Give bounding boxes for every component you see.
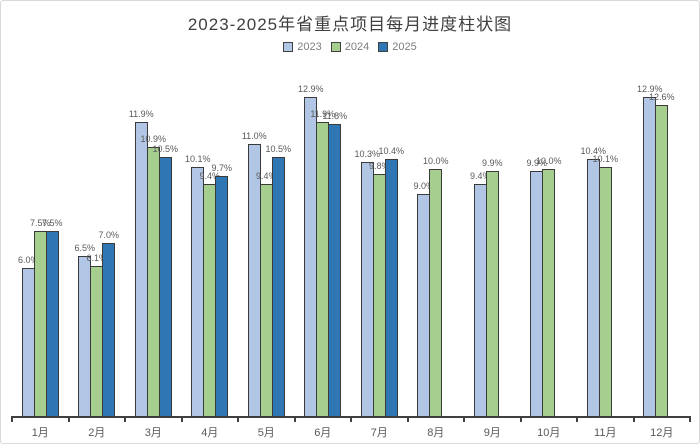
bar-2024-8月 — [429, 169, 443, 417]
data-label-2023-2月: 6.5% — [74, 242, 96, 253]
bar-2025-3月 — [158, 156, 172, 417]
axis-tick — [237, 418, 239, 422]
legend-label: 2023 — [297, 41, 322, 53]
axis-tick — [632, 418, 635, 422]
legend-swatch-2025 — [378, 42, 389, 52]
x-axis-label-11月: 11月 — [594, 427, 617, 439]
axis-tick — [689, 418, 691, 422]
x-axis-label-1月: 1月 — [31, 427, 49, 439]
data-label-2024-11月: 10.1% — [592, 153, 619, 164]
x-axis-label-12月: 12月 — [650, 427, 674, 439]
data-label-2025-2月: 7.0% — [98, 230, 120, 241]
data-label-2024-6月: 11.9% — [310, 108, 336, 119]
data-label-2025-5月: 10.5% — [265, 143, 292, 154]
axis-tick — [124, 418, 126, 422]
legend-label: 2024 — [344, 41, 370, 53]
x-axis-line — [11, 416, 691, 418]
legend-item-2023: 2023 — [283, 41, 322, 53]
bar-group-5月: 11.0% 9.4% 10.5% — [238, 65, 295, 417]
x-axis-label-8月: 8月 — [427, 427, 445, 439]
bar-2024-10月 — [542, 169, 556, 417]
axis-tick — [350, 418, 352, 422]
data-label-2023-5月: 11.0% — [241, 131, 267, 142]
bar-2025-6月 — [328, 124, 342, 417]
data-label-2024-4月: 9.4% — [199, 170, 221, 181]
bar-2025-5月 — [271, 156, 285, 417]
x-axis-label-3月: 3月 — [144, 427, 162, 439]
bar-group-1月: 6.0% 7.5% 7.5% — [12, 65, 69, 417]
x-axis-label-7月: 7月 — [370, 427, 388, 439]
legend-swatch-2024 — [330, 42, 341, 52]
axis-tick — [180, 418, 183, 422]
data-label-2024-7月: 9.8% — [368, 160, 390, 171]
data-label-2025-7月: 10.4% — [378, 146, 405, 157]
bar-group-9月: 9.4% 9.9% — [464, 65, 521, 417]
legend-label: 2025 — [392, 41, 417, 53]
bar-2024-9月 — [485, 171, 499, 417]
data-label-2024-3月: 10.9% — [140, 133, 167, 144]
data-label-2024-12月: 12.6% — [648, 91, 675, 102]
data-label-2023-9月: 9.4% — [469, 170, 491, 181]
data-label-2023-7月: 10.3% — [354, 148, 381, 159]
bar-group-6月: 12.9% 11.9% 11.8% — [295, 65, 352, 417]
data-label-2024-2月: 6.1% — [86, 252, 108, 263]
legend-item-2025: 2025 — [378, 41, 417, 53]
axis-tick — [67, 418, 70, 422]
data-label-2024-9月: 9.9% — [481, 158, 503, 169]
axis-tick — [11, 418, 13, 422]
x-axis-label-4月: 4月 — [201, 427, 219, 439]
axis-tick — [519, 418, 522, 422]
x-axis-label-10月: 10月 — [537, 427, 561, 439]
data-label-2025-1月: 7.5% — [41, 218, 63, 228]
data-label-2024-8月: 10.0% — [422, 156, 449, 166]
legend: 2023 2024 2025 — [1, 41, 699, 53]
x-axis-label-9月: 9月 — [483, 427, 501, 439]
bar-group-10月: 9.9% 10.0% — [521, 65, 578, 417]
chart-title: 2023-2025年省重点项目每月进度柱状图 — [187, 15, 513, 34]
data-label-2025-4月: 9.7% — [211, 163, 233, 174]
axis-tick — [406, 418, 409, 422]
axis-tick — [293, 418, 296, 422]
data-label-2023-4月: 10.1% — [184, 153, 211, 164]
data-label-2025-6月: 11.8% — [322, 111, 348, 122]
data-label-2023-1月: 6.0% — [17, 255, 39, 266]
data-label-2024-10月: 10.0% — [535, 156, 562, 166]
plot-area: 6.0% 7.5% 7.5% 6.5% 6.1% 7.0% 11.9% 10.9% 10.5% 1… — [12, 65, 690, 417]
data-label-2023-10月: 9.9% — [526, 158, 548, 169]
data-label-2023-11月: 10.4% — [580, 146, 607, 157]
bar-2025-1月 — [45, 231, 59, 417]
legend-item-2024: 2024 — [330, 41, 370, 53]
x-axis-label-2月: 2月 — [88, 427, 106, 439]
data-label-2023-3月: 11.9% — [128, 108, 154, 119]
axis-tick — [576, 418, 578, 422]
bar-2025-7月 — [384, 159, 398, 417]
data-label-2024-1月: 7.5% — [29, 218, 51, 228]
axis-tick — [463, 418, 465, 422]
data-label-2023-6月: 12.9% — [297, 84, 324, 95]
bar-2025-4月 — [215, 176, 229, 417]
data-label-2023-8月: 9.0% — [413, 180, 435, 191]
data-label-2024-5月: 9.4% — [255, 170, 277, 181]
bar-group-12月: 12.9% 12.6% — [634, 65, 691, 417]
data-label-2023-12月: 12.9% — [636, 84, 663, 95]
bar-group-11月: 10.4% 10.1% — [577, 65, 634, 417]
bar-2024-11月 — [598, 166, 612, 417]
bar-group-3月: 11.9% 10.9% 10.5% — [125, 65, 182, 417]
legend-swatch-2023 — [283, 42, 294, 52]
bar-group-2月: 6.5% 6.1% 7.0% — [69, 65, 126, 417]
x-axis-label-5月: 5月 — [257, 427, 275, 439]
bar-group-7月: 10.3% 9.8% 10.4% — [351, 65, 408, 417]
bar-group-8月: 9.0% 10.0% — [408, 65, 465, 417]
data-label-2025-3月: 10.5% — [152, 143, 179, 154]
bar-2025-2月 — [102, 243, 116, 417]
bar-group-4月: 10.1% 9.4% 9.7% — [182, 65, 239, 417]
bar-2024-12月 — [655, 104, 669, 417]
x-axis-label-6月: 6月 — [314, 427, 332, 439]
